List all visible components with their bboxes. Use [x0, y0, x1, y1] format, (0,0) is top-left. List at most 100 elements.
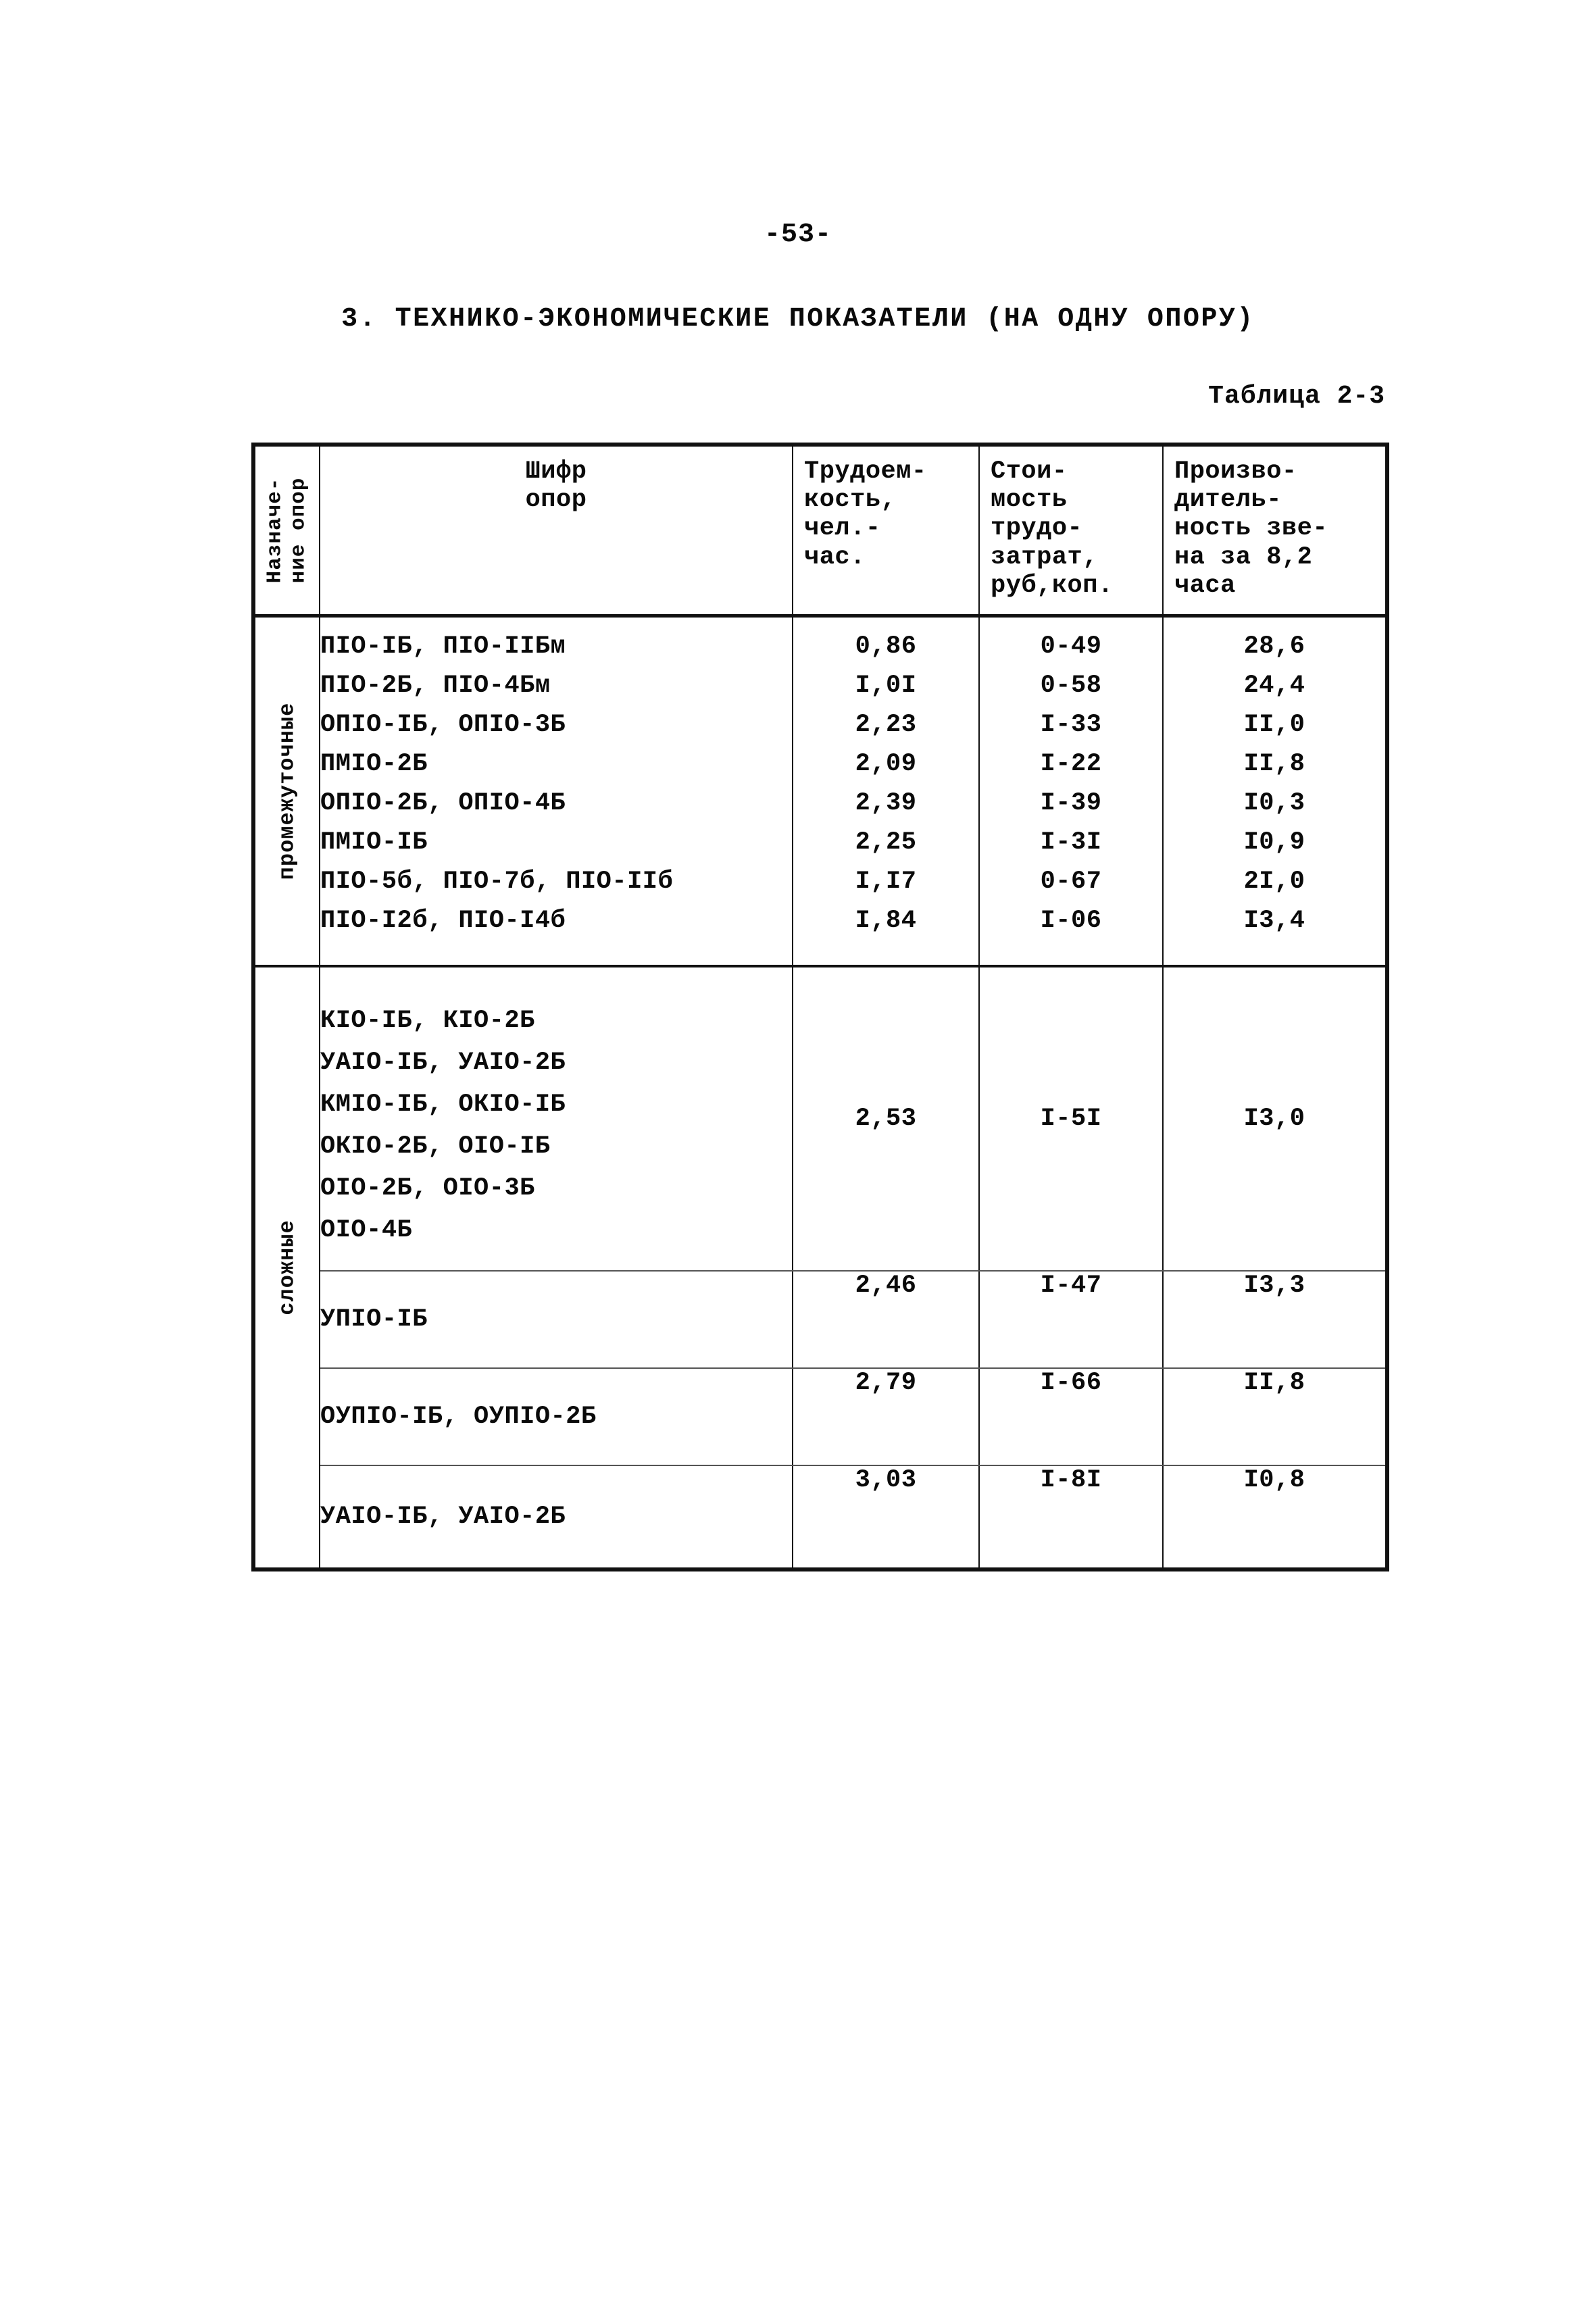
labor-value: 2,25 — [855, 828, 917, 857]
code-line: ОIО-2Б, ОIО-3Б — [320, 1174, 535, 1203]
table-row: ОУПIО-IБ, ОУПIО-2Б 2,79 I-66 II,8 — [253, 1367, 1388, 1466]
labor-value: 0,86 — [855, 632, 917, 661]
group-label-intermediate: промежуточные — [253, 615, 320, 967]
header-cost-line2: мость — [991, 486, 1068, 515]
code-line: КIО-IБ, КIО-2Б — [320, 1007, 535, 1035]
labor-value: I,0I — [855, 672, 917, 700]
cost-value: I-66 — [978, 1367, 1164, 1466]
rotated-header-purpose: Назначе- ние опор — [255, 447, 319, 614]
code-line: ПМIО-IБ — [320, 828, 428, 857]
labor-value: 2,79 — [792, 1367, 980, 1466]
code-line: УПIО-IБ — [320, 1305, 428, 1334]
table-caption: Таблица 2-3 — [1208, 382, 1385, 411]
header-cell-productivity: Произво- дитель- ность зве- на за 8,2 ча… — [1162, 444, 1388, 618]
productivity-value: 2I,0 — [1243, 867, 1305, 896]
code-line: КМIО-IБ, ОКIО-IБ — [320, 1090, 566, 1119]
cost-value: 0-67 — [1040, 867, 1102, 896]
header-cell-labor: Трудоем- кость, чел.- час. — [792, 444, 980, 618]
header-code-line1: Шифр — [525, 457, 587, 486]
group-label-text: промежуточные — [274, 702, 300, 880]
productivity-value: II,8 — [1162, 1367, 1388, 1466]
code-line: ОIО-4Б — [320, 1216, 413, 1244]
header-productivity-line1: Произво- — [1174, 457, 1297, 486]
group-label-text: сложные — [274, 1219, 300, 1315]
header-purpose-line2: ние опор — [286, 477, 310, 584]
productivity-value: I3,4 — [1243, 907, 1305, 935]
code-line: УАIО-IБ, УАIО-2Б — [320, 1049, 566, 1077]
labor-value: 3,03 — [792, 1465, 980, 1570]
productivity-value: 24,4 — [1243, 672, 1305, 700]
code-line: ПIО-IБ, ПIО-IIБм — [320, 632, 566, 661]
table-header-row: Назначе- ние опор Шифр опор Трудоем- кос… — [253, 444, 1388, 618]
cost-value: I-22 — [1040, 750, 1102, 778]
header-cost-line1: Стои- — [991, 457, 1068, 486]
code-line: ОПIО-2Б, ОПIО-4Б — [320, 789, 566, 818]
cost-value: 0-58 — [1040, 672, 1102, 700]
header-labor-line1: Трудоем- — [804, 457, 927, 486]
group-label-complex: сложные — [253, 965, 320, 1570]
code-line: ОПIО-IБ, ОПIО-3Б — [320, 711, 566, 739]
header-productivity-line4: на за 8,2 — [1174, 543, 1313, 572]
table-row: промежуточные ПIО-IБ, ПIО-IIБм ПIО-2Б, П… — [253, 615, 1388, 967]
group-1-row-3-codes: УАIО-IБ, УАIО-2Б — [319, 1465, 793, 1570]
cost-value: I-8I — [978, 1465, 1164, 1570]
header-cell-purpose: Назначе- ние опор — [253, 444, 320, 618]
group-1-row-0-codes: КIО-IБ, КIО-2Б УАIО-IБ, УАIО-2Б КМIО-IБ,… — [319, 965, 793, 1272]
group-1-row-1-codes: УПIО-IБ — [319, 1270, 793, 1369]
section-heading: 3. ТЕХНИКО-ЭКОНОМИЧЕСКИЕ ПОКАЗАТЕЛИ (НА … — [341, 304, 1255, 334]
labor-value: 2,53 — [792, 965, 980, 1272]
labor-value: I,I7 — [855, 867, 917, 896]
group-0-codes: ПIО-IБ, ПIО-IIБм ПIО-2Б, ПIО-4Бм ОПIО-IБ… — [319, 615, 793, 967]
header-code-line2: опор — [525, 486, 587, 515]
code-line: ПIО-I2б, ПIО-I4б — [320, 907, 566, 935]
header-productivity-line5: часа — [1174, 571, 1236, 600]
data-table: Назначе- ние опор Шифр опор Трудоем- кос… — [251, 443, 1389, 1571]
code-line: ОКIО-2Б, ОIО-IБ — [320, 1132, 551, 1161]
cost-value: I-33 — [1040, 711, 1102, 739]
productivity-value: II,0 — [1243, 711, 1305, 739]
group-0-labor-values: 0,86 I,0I 2,23 2,09 2,39 2,25 I,I7 I,84 — [792, 615, 980, 967]
header-labor-line2: кость, — [804, 486, 897, 515]
cost-value: I-39 — [1040, 789, 1102, 818]
code-line: ПIО-5б, ПIО-7б, ПIО-IIб — [320, 867, 674, 896]
header-productivity-line3: ность зве- — [1174, 514, 1328, 543]
code-line: ОУПIО-IБ, ОУПIО-2Б — [320, 1402, 597, 1431]
cost-value: I-06 — [1040, 907, 1102, 935]
productivity-value: I0,3 — [1243, 789, 1305, 818]
header-cost-line5: руб,коп. — [991, 571, 1114, 600]
cost-value: I-5I — [978, 965, 1164, 1272]
header-cost-line4: затрат, — [991, 543, 1098, 572]
labor-value: 2,23 — [855, 711, 917, 739]
header-labor-line3: чел.- — [804, 514, 881, 543]
cost-value: 0-49 — [1040, 632, 1102, 661]
group-0-productivity-values: 28,6 24,4 II,0 II,8 I0,3 I0,9 2I,0 I3,4 — [1162, 615, 1388, 967]
page-number: -53- — [764, 220, 832, 250]
code-line: ПIО-2Б, ПIО-4Бм — [320, 672, 551, 700]
header-cost-line3: трудо- — [991, 514, 1083, 543]
productivity-value: II,8 — [1243, 750, 1305, 778]
cost-value: I-3I — [1040, 828, 1102, 857]
labor-value: 2,09 — [855, 750, 917, 778]
productivity-value: I0,8 — [1162, 1465, 1388, 1570]
cost-value: I-47 — [978, 1270, 1164, 1369]
header-cell-cost: Стои- мость трудо- затрат, руб,коп. — [978, 444, 1164, 618]
table-row: сложные КIО-IБ, КIО-2Б УАIО-IБ, УАIО-2Б … — [253, 965, 1388, 1570]
header-cell-code: Шифр опор — [319, 444, 793, 618]
table-row: УПIО-IБ 2,46 I-47 I3,3 — [253, 1270, 1388, 1369]
labor-value: 2,39 — [855, 789, 917, 818]
code-line: ПМIО-2Б — [320, 750, 428, 778]
header-labor-line4: час. — [804, 543, 866, 572]
labor-value: 2,46 — [792, 1270, 980, 1369]
table-row: УАIО-IБ, УАIО-2Б 3,03 I-8I I0,8 — [253, 1465, 1388, 1570]
productivity-value: I3,0 — [1162, 965, 1388, 1272]
header-productivity-line2: дитель- — [1174, 486, 1282, 515]
technical-economic-indicators-table: Назначе- ние опор Шифр опор Трудоем- кос… — [251, 443, 1389, 1571]
productivity-value: I0,9 — [1243, 828, 1305, 857]
header-purpose-line1: Назначе- — [263, 477, 287, 584]
productivity-value: 28,6 — [1243, 632, 1305, 661]
code-line: УАIО-IБ, УАIО-2Б — [320, 1502, 566, 1531]
labor-value: I,84 — [855, 907, 917, 935]
group-1-row-2-codes: ОУПIО-IБ, ОУПIО-2Б — [319, 1367, 793, 1466]
group-0-cost-values: 0-49 0-58 I-33 I-22 I-39 I-3I 0-67 I-06 — [978, 615, 1164, 967]
productivity-value: I3,3 — [1162, 1270, 1388, 1369]
